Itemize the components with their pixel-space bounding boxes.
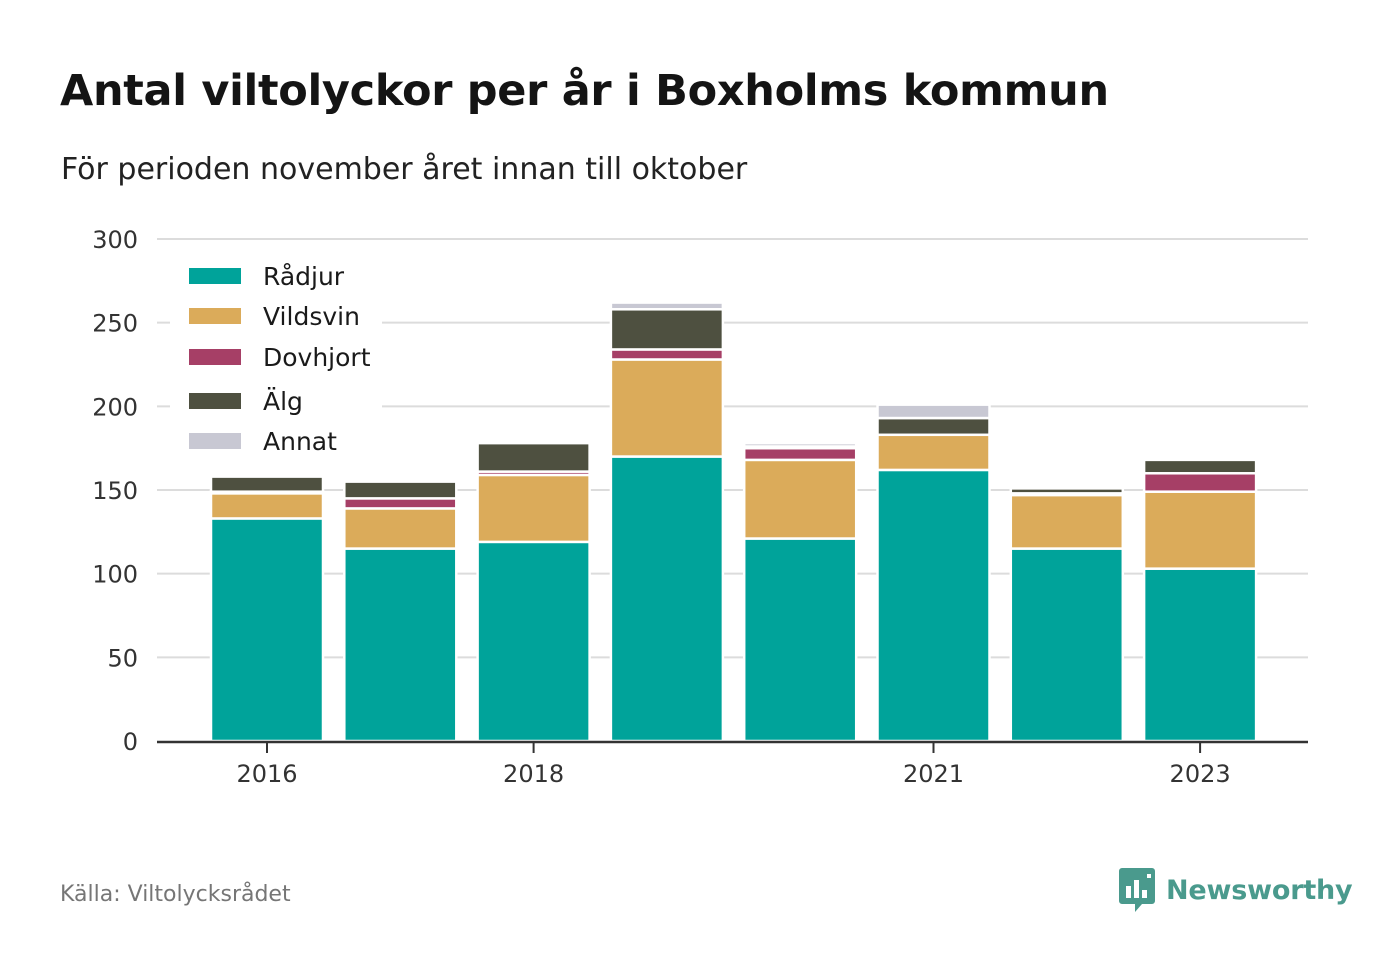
legend: Rådjur Vildsvin Dovhjort Älg Annat (170, 254, 382, 466)
bar-segment-rådjur (209, 517, 325, 743)
bar-segment-dovhjort (609, 348, 725, 361)
legend-swatch (189, 433, 241, 449)
bar-segment-dovhjort (1142, 472, 1258, 493)
x-tick-label: 2023 (1170, 760, 1231, 788)
legend-swatch (189, 393, 241, 409)
y-tick-label: 150 (92, 477, 138, 505)
bar-segment-rådjur (609, 455, 725, 743)
bar-segment-annat (1009, 485, 1125, 490)
chart-subtitle: För perioden november året innan till ok… (61, 152, 748, 187)
legend-label: Älg (263, 387, 303, 416)
y-tick-label: 50 (107, 644, 138, 672)
bar-segment-annat (742, 441, 858, 448)
bar-segment-älg (1142, 458, 1258, 475)
bar-segment-rådjur (742, 537, 858, 743)
y-tick-label: 300 (92, 226, 138, 254)
y-axis-ticks: 0 50 100 150 200 250 300 (92, 226, 138, 756)
newsworthy-logo-icon (1119, 868, 1155, 912)
bar-segment-vildsvin (742, 458, 858, 540)
x-tick-label: 2016 (236, 760, 297, 788)
bar-segment-annat (876, 403, 991, 420)
bar-segment-dovhjort (343, 497, 458, 510)
x-tick-label: 2018 (503, 760, 564, 788)
bar-segment-rådjur (1009, 547, 1125, 743)
bar-segment-rådjur (476, 540, 591, 743)
source-note: Källa: Viltolycksrådet (60, 882, 291, 907)
bar-segment-älg (476, 441, 591, 473)
brand: Newsworthy (1118, 866, 1353, 914)
bar-segment-älg (609, 308, 725, 351)
bar-segment-dovhjort (742, 446, 858, 462)
bar-segment-vildsvin (209, 492, 325, 520)
brand-name: Newsworthy (1166, 874, 1353, 906)
legend-label: Rådjur (263, 262, 345, 291)
x-axis-ticks: 2016 2018 2021 2023 (236, 743, 1231, 788)
legend-label: Vildsvin (263, 302, 360, 331)
bar-segment-älg (876, 416, 991, 437)
chart-title: Antal viltolyckor per år i Boxholms komm… (60, 66, 1109, 116)
bar-segment-vildsvin (609, 358, 725, 458)
bars (209, 301, 1258, 743)
y-tick-label: 100 (92, 561, 138, 589)
legend-swatch (189, 268, 241, 284)
bar-segment-vildsvin (1142, 490, 1258, 570)
bar-segment-vildsvin (1009, 493, 1125, 550)
bar-segment-rådjur (343, 547, 458, 743)
bar-segment-rådjur (1142, 567, 1258, 743)
y-tick-label: 250 (92, 310, 138, 338)
bar-segment-vildsvin (476, 473, 591, 544)
y-tick-label: 200 (92, 393, 138, 421)
y-tick-label: 0 (123, 728, 138, 756)
x-tick-label: 2021 (903, 760, 964, 788)
legend-label: Dovhjort (263, 343, 371, 372)
bar-segment-rådjur (876, 468, 991, 743)
bar-segment-vildsvin (343, 507, 458, 550)
bar-segment-älg (209, 475, 325, 493)
legend-swatch (189, 308, 241, 324)
bar-segment-vildsvin (876, 433, 991, 472)
bar-segment-älg (343, 480, 458, 500)
legend-label: Annat (263, 427, 337, 456)
bar-segment-annat (609, 301, 725, 311)
legend-swatch (189, 349, 241, 365)
